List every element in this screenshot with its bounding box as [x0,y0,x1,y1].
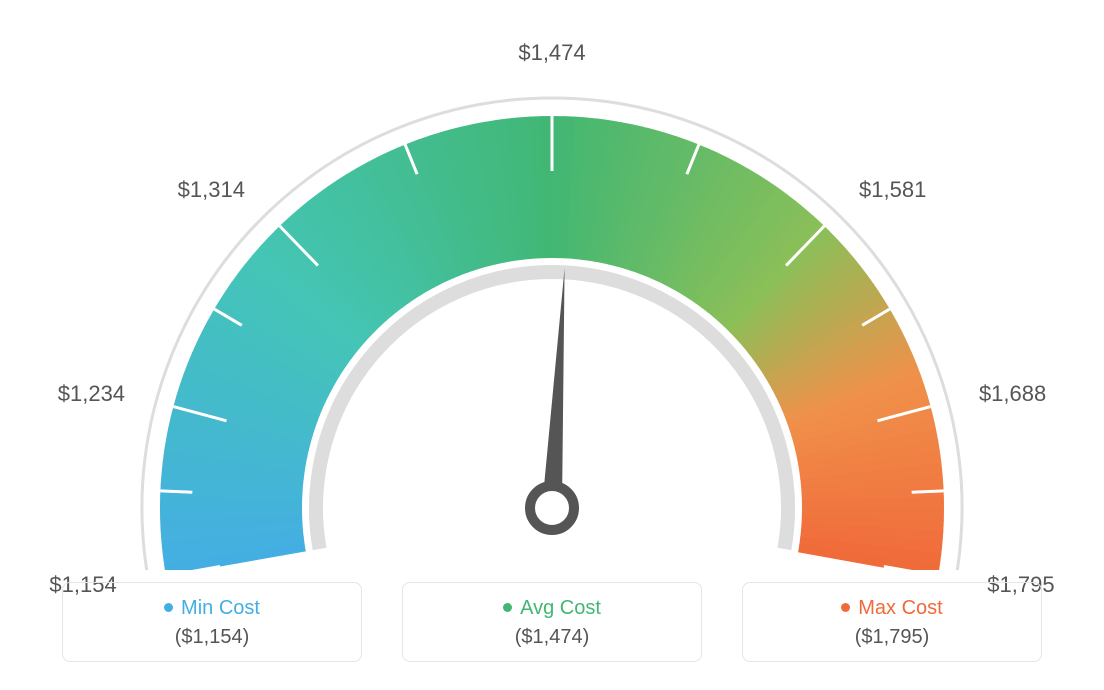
legend-title-avg: Avg Cost [403,597,701,620]
legend-label-min: Min Cost [181,597,260,619]
legend-title-max: Max Cost [743,597,1041,620]
scale-label: $1,688 [979,381,1046,407]
gauge-svg [0,10,1104,570]
legend-title-min: Min Cost [63,597,361,620]
gauge-chart-container: $1,154$1,234$1,314$1,474$1,581$1,688$1,7… [0,0,1104,690]
gauge-area [0,10,1104,570]
scale-label: $1,581 [859,177,926,203]
legend-card-max: Max Cost ($1,795) [742,582,1042,662]
legend-label-avg: Avg Cost [520,597,601,619]
legend-value-max: ($1,795) [743,626,1041,649]
scale-label: $1,314 [178,177,245,203]
scale-label: $1,234 [58,381,125,407]
scale-label: $1,474 [518,40,585,66]
legend-dot-avg [503,603,512,612]
legend-row: Min Cost ($1,154) Avg Cost ($1,474) Max … [0,582,1104,662]
legend-card-avg: Avg Cost ($1,474) [402,582,702,662]
legend-dot-max [841,603,850,612]
legend-card-min: Min Cost ($1,154) [62,582,362,662]
legend-label-max: Max Cost [858,597,942,619]
legend-value-min: ($1,154) [63,626,361,649]
legend-dot-min [164,603,173,612]
legend-value-avg: ($1,474) [403,626,701,649]
